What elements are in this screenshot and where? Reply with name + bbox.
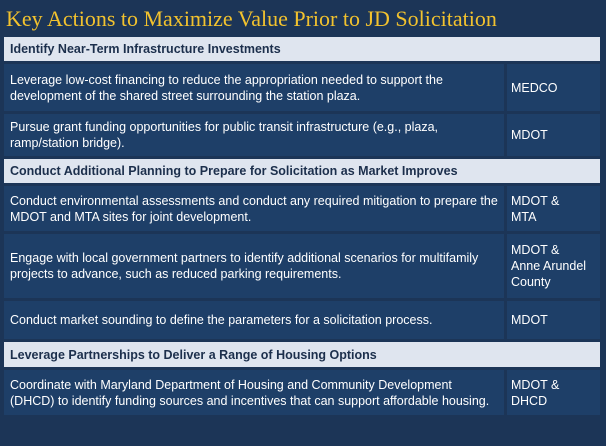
owner-cell: MDOT & Anne Arundel County — [507, 234, 600, 298]
action-cell: Pursue grant funding opportunities for p… — [4, 114, 504, 156]
action-cell: Engage with local government partners to… — [4, 234, 504, 298]
action-cell: Coordinate with Maryland Department of H… — [4, 370, 504, 415]
section-header: Conduct Additional Planning to Prepare f… — [4, 159, 600, 183]
owner-cell: MDOT — [507, 114, 600, 156]
action-cell: Conduct environmental assessments and co… — [4, 186, 504, 231]
table-row: Conduct environmental assessments and co… — [4, 186, 600, 231]
action-cell: Conduct market sounding to define the pa… — [4, 301, 504, 339]
section-header: Leverage Partnerships to Deliver a Range… — [4, 342, 600, 367]
table-row: Conduct market sounding to define the pa… — [4, 301, 600, 339]
section-header: Identify Near-Term Infrastructure Invest… — [4, 37, 600, 61]
table-row: Engage with local government partners to… — [4, 234, 600, 298]
owner-cell: MDOT & MTA — [507, 186, 600, 231]
page-title: Key Actions to Maximize Value Prior to J… — [6, 6, 497, 31]
owner-cell: MDOT — [507, 301, 600, 339]
owner-cell: MDOT & DHCD — [507, 370, 600, 415]
table-row: Coordinate with Maryland Department of H… — [4, 370, 600, 415]
table-row: Leverage low-cost financing to reduce th… — [4, 64, 600, 111]
owner-cell: MEDCO — [507, 64, 600, 111]
action-cell: Leverage low-cost financing to reduce th… — [4, 64, 504, 111]
table-row: Pursue grant funding opportunities for p… — [4, 114, 600, 156]
actions-table: Identify Near-Term Infrastructure Invest… — [4, 37, 600, 418]
